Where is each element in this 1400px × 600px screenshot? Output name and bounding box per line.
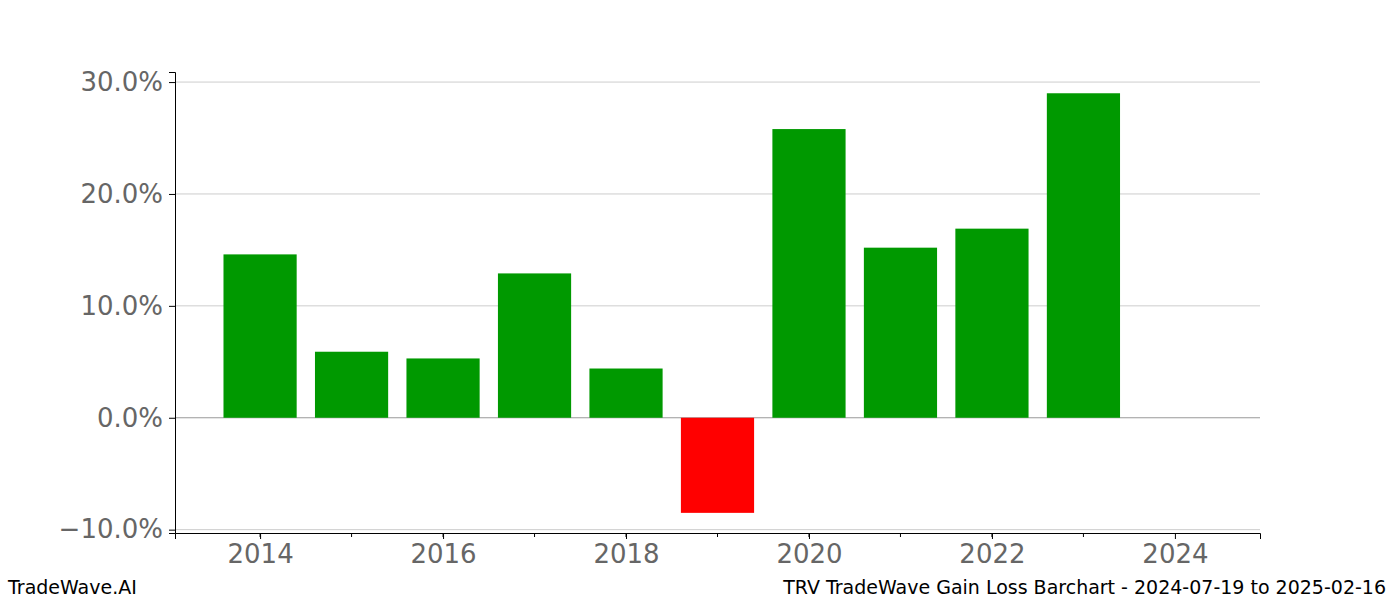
y-tick: 20.0% bbox=[80, 179, 175, 209]
y-tick-mark bbox=[169, 82, 175, 83]
x-minor-tick bbox=[260, 533, 261, 537]
y-tick-label: 30.0% bbox=[80, 67, 163, 97]
x-tick-label: 2020 bbox=[776, 539, 842, 569]
x-tick-label: 2016 bbox=[410, 539, 476, 569]
x-tick-mark bbox=[809, 533, 810, 539]
bar bbox=[223, 254, 296, 417]
y-tick-label: −10.0% bbox=[59, 514, 163, 544]
x-minor-tick bbox=[534, 533, 535, 537]
y-tick-label: 0.0% bbox=[97, 403, 163, 433]
bars bbox=[223, 93, 1120, 513]
x-minor-tick bbox=[626, 533, 627, 537]
x-tick: 2016 bbox=[410, 533, 476, 569]
x-tick-mark bbox=[992, 533, 993, 539]
bar bbox=[315, 352, 388, 418]
x-tick: 2020 bbox=[776, 533, 842, 569]
x-minor-tick bbox=[900, 533, 901, 537]
x-tick: 2018 bbox=[593, 533, 659, 569]
chart: −10.0% 0.0% 10.0% 20.0% 30.0% 2014 2016 2018 202… bbox=[0, 0, 1400, 600]
y-tick-mark bbox=[169, 530, 175, 531]
grid-line bbox=[175, 529, 1260, 530]
x-minor-ticks bbox=[260, 533, 1083, 537]
x-tick-label: 2018 bbox=[593, 539, 659, 569]
y-tick-mark bbox=[169, 306, 175, 307]
x-tick-mark bbox=[626, 533, 627, 539]
x-minor-tick bbox=[808, 533, 809, 537]
x-axis: 2014 2016 2018 2020 2022 2024 bbox=[176, 533, 1261, 569]
y-tick: 0.0% bbox=[97, 403, 175, 433]
bar bbox=[864, 248, 937, 418]
grid-line bbox=[175, 82, 1260, 83]
x-minor-tick bbox=[443, 533, 444, 537]
y-axis: −10.0% 0.0% 10.0% 20.0% 30.0% bbox=[59, 67, 176, 545]
y-tick-mark bbox=[169, 418, 175, 419]
x-minor-tick bbox=[991, 533, 992, 537]
bar bbox=[772, 129, 845, 418]
x-tick: 2014 bbox=[227, 533, 293, 569]
y-tick: 30.0% bbox=[80, 67, 175, 97]
x-tick: 2022 bbox=[959, 533, 1025, 569]
bar bbox=[681, 418, 754, 513]
x-axis-line bbox=[176, 534, 1261, 540]
x-minor-tick bbox=[717, 533, 718, 537]
x-tick-mark bbox=[260, 533, 261, 539]
annotation: TradeWave.AI bbox=[7, 576, 137, 598]
bar bbox=[406, 358, 479, 417]
y-tick: −10.0% bbox=[59, 514, 175, 544]
x-tick-label: 2014 bbox=[227, 539, 293, 569]
x-tick-label: 2024 bbox=[1142, 539, 1208, 569]
y-tick-mark bbox=[169, 194, 175, 195]
x-tick-mark bbox=[1175, 533, 1176, 539]
y-axis-line bbox=[169, 73, 176, 534]
y-tick: 10.0% bbox=[80, 291, 175, 321]
bar bbox=[498, 273, 571, 417]
bar bbox=[955, 229, 1028, 418]
title: TRV TradeWave Gain Loss Barchart - 2024-… bbox=[782, 576, 1386, 598]
y-tick-label: 20.0% bbox=[80, 179, 163, 209]
grid bbox=[175, 82, 1260, 530]
x-minor-tick bbox=[1083, 533, 1084, 537]
x-tick: 2024 bbox=[1142, 533, 1208, 569]
bar bbox=[1047, 93, 1120, 417]
y-tick-label: 10.0% bbox=[80, 291, 163, 321]
x-tick-label: 2022 bbox=[959, 539, 1025, 569]
bar bbox=[589, 369, 662, 418]
x-tick-mark bbox=[443, 533, 444, 539]
x-minor-tick bbox=[351, 533, 352, 537]
